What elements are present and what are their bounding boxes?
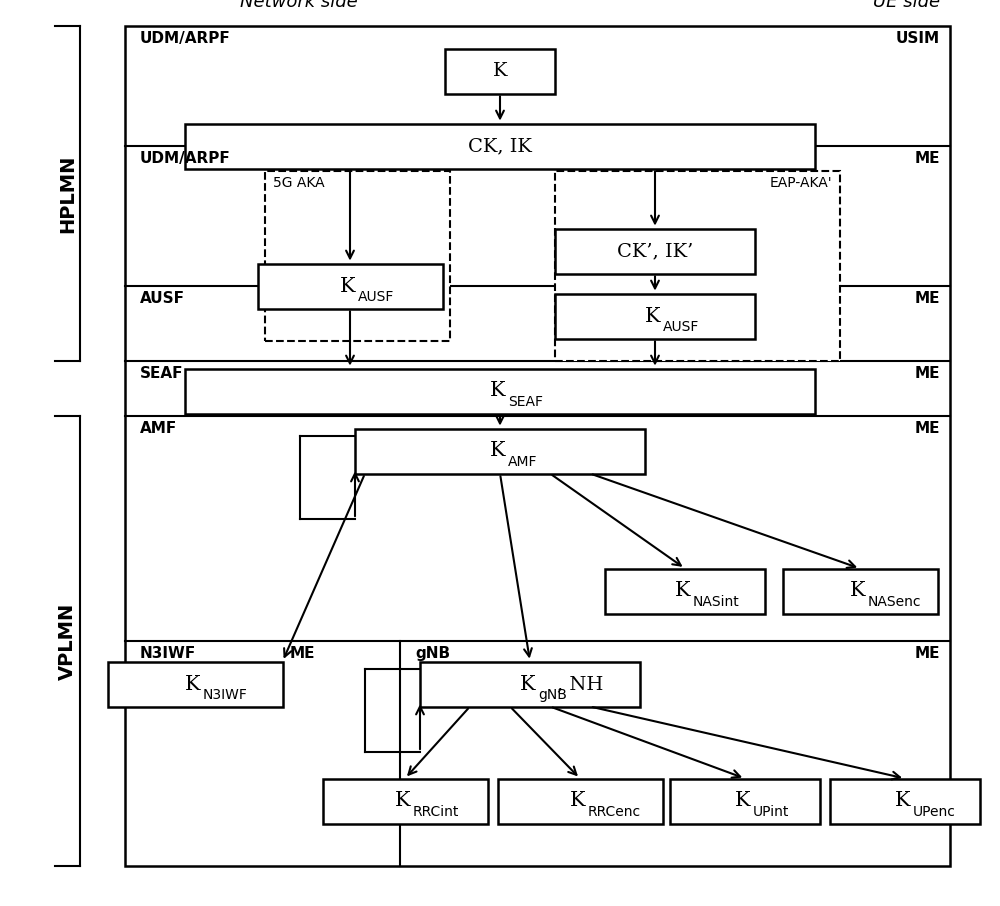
Text: CK, IK: CK, IK — [468, 137, 532, 155]
Polygon shape — [125, 26, 950, 866]
Text: SEAF: SEAF — [140, 366, 184, 381]
Text: UDM/ARPF: UDM/ARPF — [140, 151, 231, 166]
Text: AUSF: AUSF — [140, 291, 185, 306]
Text: NASenc: NASenc — [868, 595, 922, 609]
Text: K: K — [185, 674, 201, 693]
Text: EAP-AKA': EAP-AKA' — [769, 176, 832, 190]
Text: HPLMN: HPLMN — [58, 154, 77, 233]
Text: K: K — [493, 62, 507, 80]
Text: 5G AKA: 5G AKA — [273, 176, 325, 190]
Text: AUSF: AUSF — [663, 320, 699, 334]
Polygon shape — [322, 778, 488, 824]
Polygon shape — [420, 661, 640, 707]
Text: , NH: , NH — [557, 675, 603, 693]
Polygon shape — [355, 429, 645, 474]
Text: K: K — [490, 441, 506, 460]
Text: ME: ME — [914, 421, 940, 436]
Text: N3IWF: N3IWF — [203, 688, 248, 702]
Text: UDM/ARPF: UDM/ARPF — [140, 31, 231, 46]
Text: ME: ME — [914, 646, 940, 661]
Text: SEAF: SEAF — [508, 395, 543, 409]
Polygon shape — [555, 171, 840, 361]
Text: USIM: USIM — [896, 31, 940, 46]
Text: CK’, IK’: CK’, IK’ — [617, 242, 693, 260]
Polygon shape — [185, 123, 815, 169]
Text: RRCint: RRCint — [413, 805, 459, 819]
Text: K: K — [645, 306, 661, 325]
Polygon shape — [830, 778, 980, 824]
Text: Network side: Network side — [240, 0, 358, 11]
Polygon shape — [445, 49, 555, 93]
Text: AMF: AMF — [140, 421, 177, 436]
Text: K: K — [735, 792, 751, 811]
Text: gNB: gNB — [415, 646, 450, 661]
Text: N3IWF: N3IWF — [140, 646, 196, 661]
Text: K: K — [395, 792, 411, 811]
Text: UPenc: UPenc — [913, 805, 956, 819]
Polygon shape — [265, 171, 450, 341]
Text: AMF: AMF — [508, 455, 538, 469]
Text: NASint: NASint — [693, 595, 740, 609]
Text: K: K — [675, 582, 691, 601]
Polygon shape — [185, 369, 815, 413]
Text: ME: ME — [914, 151, 940, 166]
Text: K: K — [520, 674, 536, 693]
Text: ME: ME — [290, 646, 316, 661]
Text: K: K — [490, 381, 506, 400]
Polygon shape — [782, 568, 938, 613]
Text: VPLMN: VPLMN — [58, 602, 77, 680]
Text: ME: ME — [914, 291, 940, 306]
Text: K: K — [850, 582, 866, 601]
Polygon shape — [258, 264, 442, 309]
Text: gNB: gNB — [538, 688, 567, 702]
Polygon shape — [555, 294, 755, 339]
Polygon shape — [670, 778, 820, 824]
Text: K: K — [340, 276, 356, 295]
Text: UPint: UPint — [753, 805, 789, 819]
Text: UE side: UE side — [873, 0, 940, 11]
Polygon shape — [605, 568, 765, 613]
Text: AUSF: AUSF — [358, 290, 394, 304]
Text: K: K — [895, 792, 911, 811]
Polygon shape — [498, 778, 662, 824]
Polygon shape — [555, 228, 755, 274]
Text: RRCenc: RRCenc — [588, 805, 641, 819]
Text: ME: ME — [914, 366, 940, 381]
Text: K: K — [570, 792, 586, 811]
Polygon shape — [108, 661, 283, 707]
